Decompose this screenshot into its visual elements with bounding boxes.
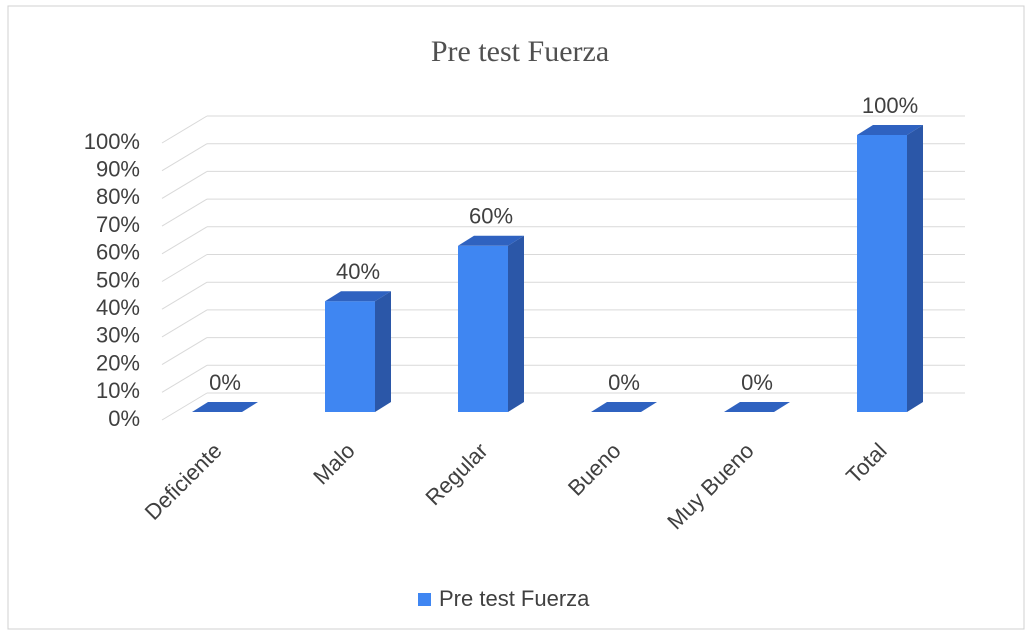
- data-label: 40%: [336, 259, 380, 284]
- y-tick-label: 50%: [96, 267, 140, 292]
- grid-line-side: [161, 115, 208, 144]
- y-tick-label: 90%: [96, 157, 140, 182]
- bar-top: [857, 125, 923, 135]
- bar-top: [458, 235, 524, 246]
- bar-top: [192, 402, 258, 412]
- bar: [857, 135, 907, 412]
- data-label: 100%: [862, 93, 918, 118]
- grid-line-side: [161, 226, 208, 255]
- data-label: 60%: [469, 204, 513, 229]
- y-tick-label: 100%: [84, 129, 140, 154]
- bar-top: [724, 402, 790, 412]
- data-label: 0%: [608, 370, 640, 395]
- y-tick-label: 10%: [96, 378, 140, 403]
- bar-side: [375, 291, 391, 412]
- legend-swatch: [418, 593, 431, 606]
- y-tick-label: 20%: [96, 350, 140, 375]
- y-tick-label: 30%: [96, 323, 140, 348]
- grid-line-side: [161, 337, 208, 366]
- y-tick-label: 40%: [96, 295, 140, 320]
- bar: [325, 301, 375, 412]
- grid-line-side: [161, 392, 208, 421]
- bar-top: [325, 291, 391, 302]
- grid-line-side: [161, 143, 208, 172]
- grid-line-side: [161, 309, 208, 338]
- grid-line-side: [161, 281, 208, 310]
- grid-line-side: [161, 254, 208, 282]
- bar-side: [508, 235, 524, 412]
- y-tick-label: 70%: [96, 212, 140, 237]
- legend-label: Pre test Fuerza: [439, 586, 590, 611]
- bar-top: [591, 402, 657, 412]
- grid-line-side: [161, 364, 208, 393]
- bar: [458, 245, 508, 412]
- y-tick-label: 0%: [108, 406, 140, 431]
- data-label: 0%: [209, 370, 241, 395]
- grid-line-side: [161, 170, 208, 199]
- y-tick-label: 60%: [96, 240, 140, 265]
- bar-side: [907, 125, 923, 412]
- chart-title: Pre test Fuerza: [431, 35, 609, 68]
- y-tick-label: 80%: [96, 184, 140, 209]
- grid-line-side: [161, 198, 208, 227]
- data-label: 0%: [741, 370, 773, 395]
